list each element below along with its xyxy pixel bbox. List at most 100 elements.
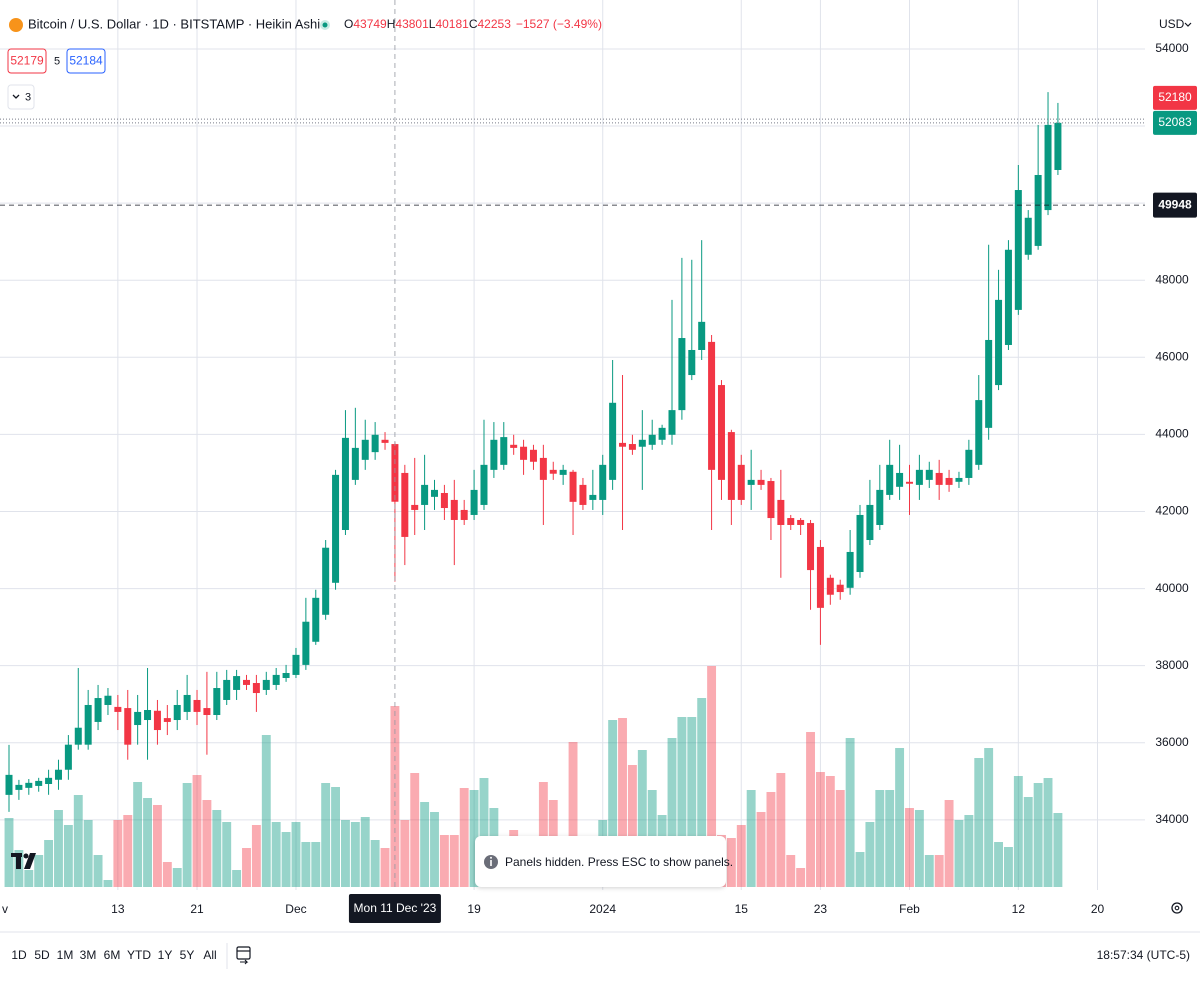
volume-bar	[212, 810, 222, 887]
range-button[interactable]: All	[203, 948, 216, 962]
x-tick-label: 13	[111, 902, 125, 916]
tv-logo[interactable]	[11, 853, 36, 869]
ohlc-value: 40181	[435, 17, 469, 31]
currency[interactable]: USD	[1159, 17, 1185, 31]
range-button[interactable]: 3M	[80, 948, 97, 962]
indicators-toggle[interactable]	[7, 84, 35, 110]
candle-body	[153, 710, 161, 731]
clock[interactable]: 18:57:34 (UTC-5)	[1097, 948, 1190, 962]
volume-bar	[875, 790, 885, 887]
ohlc-legend: O43749H43801L40181C42253 −1527 (−3.49%)	[344, 17, 602, 31]
plot-area	[0, 0, 1145, 890]
candle-body	[717, 385, 725, 480]
candle-body	[114, 706, 122, 712]
candle-body	[252, 683, 260, 694]
x-tick-label: 12	[1012, 902, 1026, 916]
volume-bar	[944, 800, 954, 887]
ohlc-value: 43749	[353, 17, 387, 31]
range-button[interactable]: 5Y	[180, 948, 195, 962]
volume-bar	[746, 790, 756, 887]
range-button[interactable]: 1D	[11, 948, 27, 962]
candle-body	[480, 464, 488, 505]
ask-box[interactable]	[66, 48, 106, 74]
range-button[interactable]: 5D	[34, 948, 50, 962]
volume-bar	[83, 820, 93, 887]
volume-bar	[162, 862, 172, 887]
candle-body	[787, 518, 795, 525]
candle-body	[163, 718, 171, 722]
volume-bar	[855, 852, 865, 887]
volume-bar	[251, 825, 261, 887]
volume-bar	[815, 772, 825, 887]
candle-body	[134, 711, 142, 726]
volume-bar	[331, 787, 341, 887]
price-label-box	[1153, 85, 1197, 110]
candle-body	[767, 481, 775, 519]
candle-body	[807, 523, 815, 571]
candle-body	[223, 679, 231, 700]
volume-bar	[1023, 797, 1033, 887]
volume-bar	[113, 820, 123, 887]
range-button[interactable]: 1M	[57, 948, 74, 962]
candle-body	[421, 484, 429, 505]
volume-bar	[726, 838, 736, 887]
candle-body	[411, 504, 419, 510]
candle-body	[638, 439, 646, 447]
goto-date-icon[interactable]	[236, 946, 251, 965]
volume-bar	[618, 718, 627, 887]
x-tick-label: 20	[1091, 902, 1105, 916]
candle-body	[569, 471, 577, 502]
candle-body	[995, 299, 1003, 386]
candle-body	[599, 464, 607, 500]
volume-bar	[796, 868, 806, 887]
volume-bar	[756, 812, 766, 887]
candle-body	[698, 321, 706, 350]
volume-bar	[608, 720, 618, 887]
volume-bar	[93, 855, 103, 887]
candle-body	[203, 708, 211, 716]
symbol-title[interactable]: Bitcoin / U.S. Dollar · 1D · BITSTAMP · …	[28, 16, 320, 31]
candle-body	[1004, 249, 1012, 345]
volume-bar	[202, 800, 212, 887]
candle-body	[401, 472, 409, 537]
candle-body	[747, 479, 755, 485]
candle-body	[559, 469, 567, 475]
volume-bar	[34, 855, 44, 887]
candle-body	[975, 400, 983, 465]
candle-body	[341, 437, 349, 530]
candle-body	[896, 472, 904, 487]
range-button[interactable]: 1Y	[158, 948, 173, 962]
volume-bar	[835, 790, 845, 887]
y-tick-label: 46000	[1155, 349, 1189, 363]
volume-bar	[44, 840, 54, 887]
candle-body	[64, 744, 72, 770]
candle-body	[836, 584, 844, 593]
bid-box[interactable]	[7, 48, 47, 74]
range-button[interactable]: 6M	[104, 948, 121, 962]
range-buttons: 1D 5D 1M 3M 6M YTD 1Y 5Y All	[11, 948, 216, 962]
volume-bar	[905, 808, 914, 887]
volume-bar	[360, 817, 370, 887]
candle-body	[35, 780, 43, 786]
ohlc-letter: L	[429, 17, 436, 31]
y-tick-label: 42000	[1155, 504, 1189, 518]
candle-body	[609, 402, 617, 480]
volume-bar	[934, 855, 944, 887]
volume-bar	[707, 666, 717, 887]
volume-bar	[1043, 778, 1053, 887]
candle-body	[628, 444, 636, 450]
candle-body	[648, 434, 656, 445]
y-tick-label: 54000	[1155, 41, 1189, 55]
volume-bar	[924, 855, 934, 887]
candle-body	[193, 699, 201, 712]
settings-icon[interactable]	[1171, 902, 1183, 914]
x-tick-label: 21	[190, 902, 204, 916]
volume-bar	[697, 698, 707, 887]
candle-body	[658, 427, 666, 440]
ohlc-change: −1527 (−3.49%)	[516, 17, 602, 31]
range-button[interactable]: YTD	[127, 948, 151, 962]
y-tick-label: 34000	[1155, 812, 1189, 826]
candle-body	[15, 784, 23, 790]
price-label-box	[1153, 110, 1197, 135]
crosshair-date: Mon 11 Dec '23	[354, 901, 437, 915]
